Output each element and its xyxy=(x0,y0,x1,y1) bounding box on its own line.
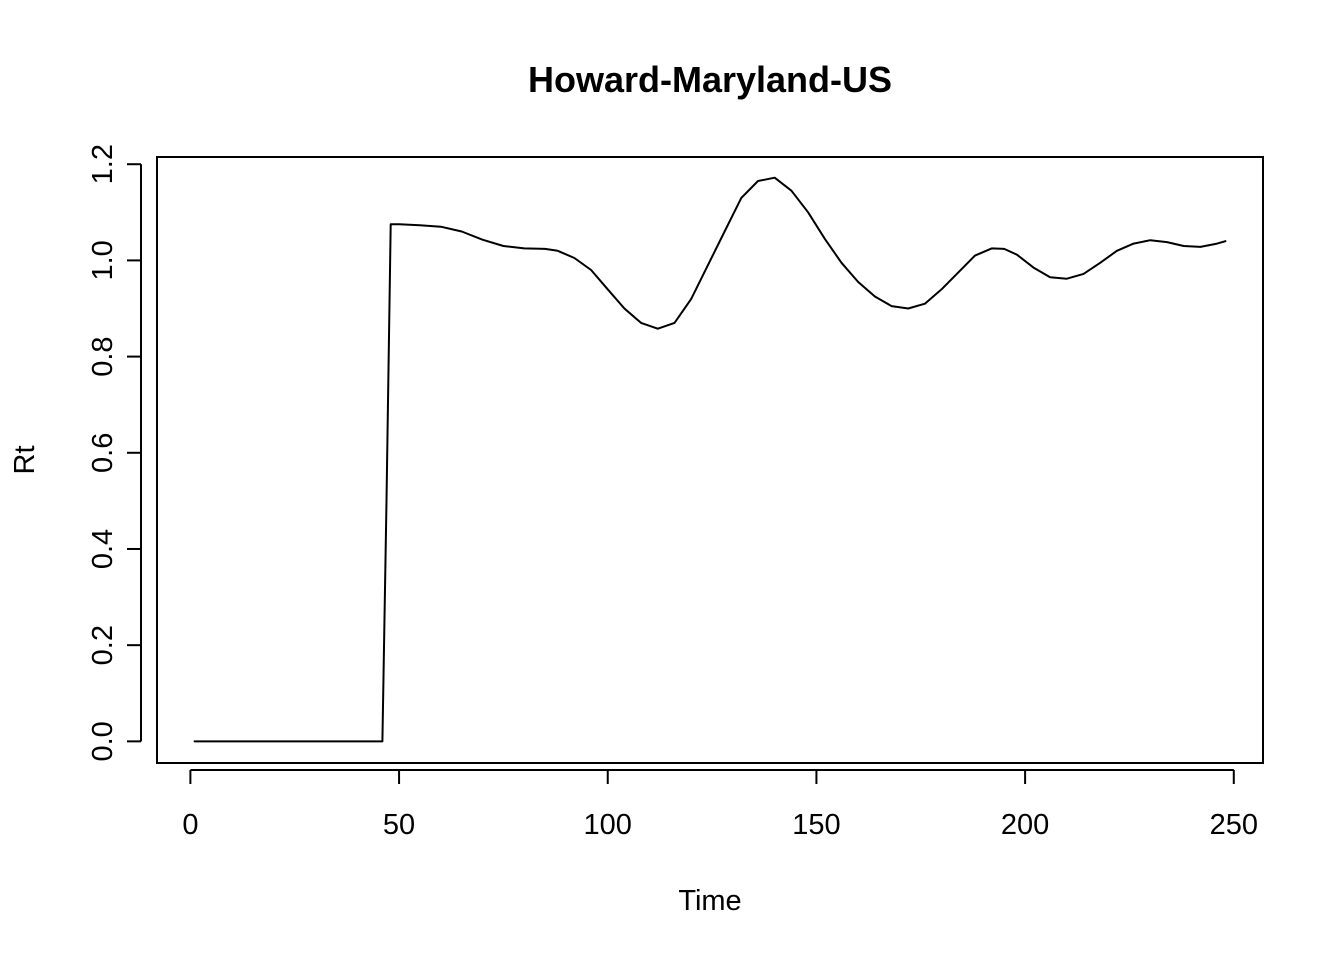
y-tick-label: 0.2 xyxy=(87,625,119,665)
y-tick-label: 0.4 xyxy=(87,529,119,569)
x-axis: 0 50 100 150 200 250 xyxy=(182,769,1258,841)
y-tick-label: 0.6 xyxy=(87,433,119,473)
y-tick-label: 1.0 xyxy=(87,240,119,280)
y-axis: 0.0 0.2 0.4 0.6 0.8 1.0 1.2 xyxy=(87,144,142,762)
x-tick-label: 150 xyxy=(792,809,840,841)
x-tick-label: 0 xyxy=(182,809,198,841)
plot-frame xyxy=(156,156,1264,764)
y-tick-label: 0.8 xyxy=(87,336,119,376)
x-tick-label: 200 xyxy=(1001,809,1049,841)
series-line xyxy=(193,176,1227,743)
y-axis-title: Rt xyxy=(9,446,41,475)
x-axis-title: Time xyxy=(678,885,741,917)
chart-title: Howard-Maryland-US xyxy=(528,59,892,100)
series-layer xyxy=(193,176,1227,743)
y-tick-label: 0.0 xyxy=(87,721,119,761)
x-tick-label: 50 xyxy=(383,809,415,841)
y-tick-label: 1.2 xyxy=(87,144,119,184)
x-tick-label: 100 xyxy=(584,809,632,841)
x-tick-label: 250 xyxy=(1210,809,1258,841)
